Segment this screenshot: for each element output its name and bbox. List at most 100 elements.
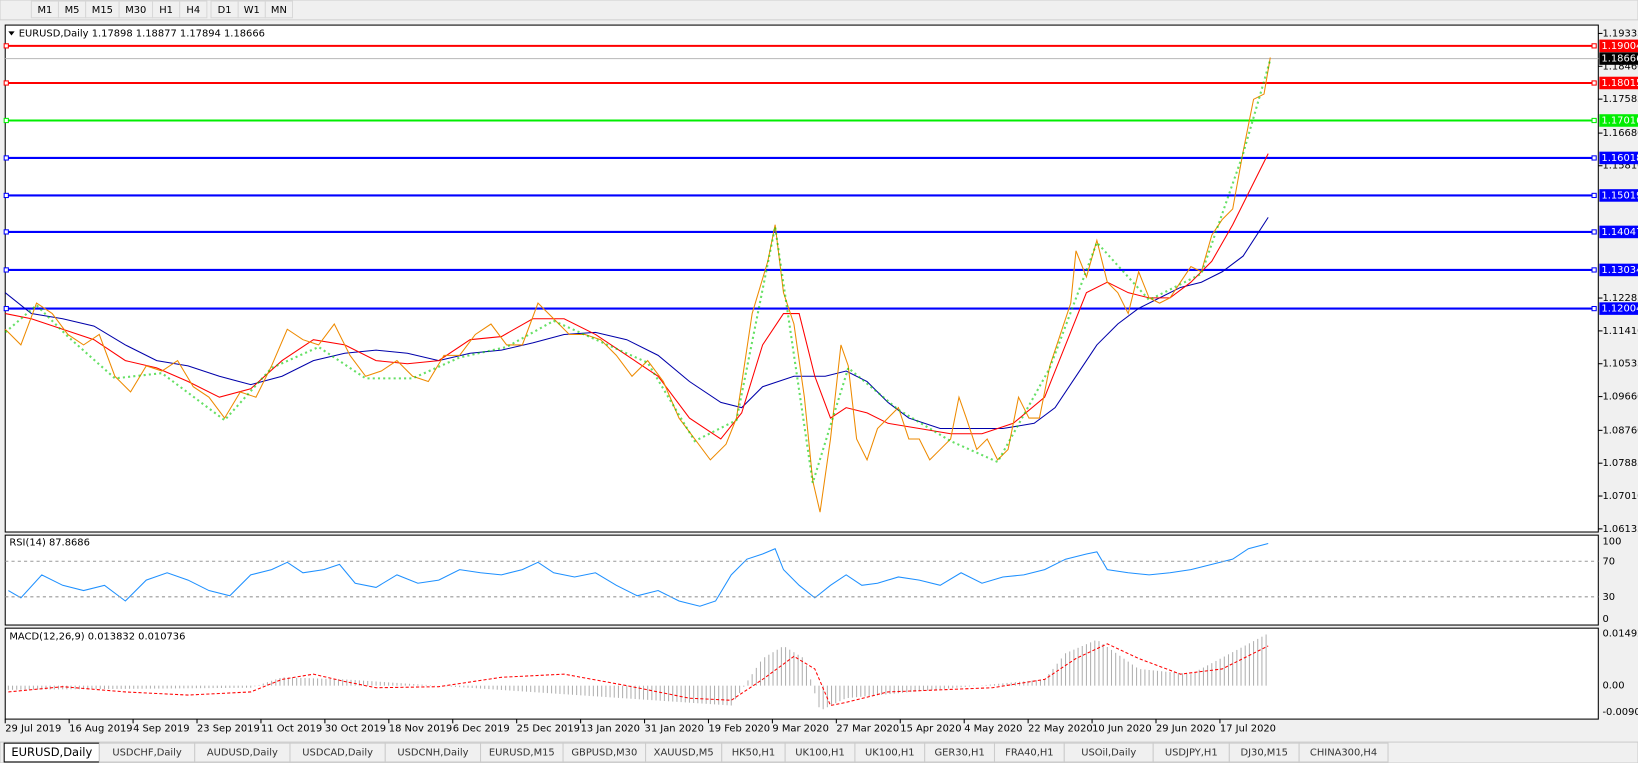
timeframe-label[interactable]: H4 [186, 5, 200, 16]
price-tick-label: 1.16680 [1602, 128, 1638, 139]
level-handle[interactable] [3, 305, 9, 312]
chart-tab-label[interactable]: FRA40,H1 [1005, 748, 1053, 759]
level-price-box [1599, 302, 1638, 315]
level-handle[interactable] [1591, 305, 1597, 312]
timeframe-button[interactable] [179, 0, 208, 19]
level-price-box [1599, 151, 1638, 165]
price-line [4, 57, 1271, 513]
date-label: 15 Apr 2020 [900, 724, 961, 735]
date-label: 17 Jul 2020 [1220, 724, 1276, 735]
chart-tab-label[interactable]: HK50,H1 [732, 748, 775, 759]
chart-tab-label[interactable]: EURUSD,M15 [489, 748, 555, 759]
timeframe-button[interactable] [264, 0, 294, 19]
date-label: 16 Aug 2019 [69, 724, 132, 735]
date-label: 29 Jun 2020 [1156, 724, 1216, 735]
date-label: 11 Oct 2019 [261, 724, 322, 735]
timeframe-label[interactable]: W1 [244, 5, 260, 16]
level-handle[interactable] [3, 229, 9, 235]
chart-tab-label[interactable]: UK100,H1 [795, 748, 845, 759]
timeframe-bar: M1 M5 M15 M30 H1 H4 D1 W1 MN [30, 0, 294, 19]
rsi-label: RSI(14) 87.8686 [9, 537, 90, 548]
timeframe-label[interactable]: M5 [65, 5, 80, 16]
current-price-box [1599, 52, 1638, 65]
chart-tab-label[interactable]: CHINA300,H4 [1310, 748, 1377, 759]
macd-label: MACD(12,26,9) 0.013832 0.010736 [9, 632, 185, 643]
level-price-box [1599, 263, 1638, 277]
macd-axis-label: 0.00 [1602, 681, 1624, 692]
macd-axis-label: -0.00901 [1602, 707, 1638, 718]
chart-tab-label[interactable]: DJ30,M15 [1240, 748, 1287, 759]
price-tick-label: 1.17585 [1602, 94, 1638, 105]
rsi-axis-label: 100 [1602, 536, 1621, 547]
timeframe-label[interactable]: M15 [92, 5, 113, 16]
date-label: 18 Nov 2019 [389, 724, 452, 735]
price-tick-label: 1.15810 [1602, 161, 1638, 172]
date-label: 6 Dec 2019 [453, 724, 510, 735]
price-tick-label: 1.11410 [1602, 326, 1638, 337]
level-handle[interactable] [3, 267, 9, 273]
date-label: 31 Jan 2020 [645, 724, 704, 735]
date-label: 19 Feb 2020 [708, 724, 770, 735]
price-pane [4, 24, 1599, 533]
timeframe-label[interactable]: H1 [159, 5, 173, 16]
chart-tab-label[interactable]: GER30,H1 [934, 748, 984, 759]
chart-tab-label[interactable]: UK100,H1 [865, 748, 915, 759]
price-tick-label: 1.19335 [1602, 28, 1638, 39]
date-label: 27 Mar 2020 [836, 724, 899, 735]
level-price-box [1599, 114, 1638, 127]
level-price-label: 1.14047 [1601, 227, 1638, 238]
level-handle[interactable] [3, 43, 9, 49]
date-label: 10 Jun 2020 [1092, 724, 1152, 735]
toolbar [0, 0, 1638, 21]
rsi-axis-label: 70 [1602, 556, 1615, 567]
timeframe-label[interactable]: D1 [218, 5, 232, 16]
date-label: 29 Jul 2019 [5, 724, 61, 735]
level-handle[interactable] [3, 117, 9, 124]
level-handle[interactable] [1591, 192, 1597, 199]
level-handle[interactable] [1591, 117, 1597, 124]
timeframe-label[interactable]: M30 [125, 5, 146, 16]
date-label: 4 May 2020 [964, 724, 1022, 735]
chart-tab-label[interactable]: USDCNH,Daily [397, 748, 468, 759]
date-axis: 29 Jul 2019 16 Aug 2019 4 Sep 2019 23 Sep 2… [4, 719, 1276, 735]
price-tick-label: 1.12285 [1602, 293, 1638, 304]
chart-tab-label[interactable]: USDCHF,Daily [112, 748, 182, 759]
chart-tab-label[interactable]: USOil,Daily [1081, 748, 1136, 759]
level-price-label: 1.13034 [1601, 265, 1638, 276]
level-handle[interactable] [1591, 155, 1597, 161]
price-tick-label: 1.18460 [1602, 61, 1638, 72]
chart-tab[interactable] [1298, 742, 1389, 763]
level-handle[interactable] [1591, 267, 1597, 273]
price-tick-label: 1.07010 [1602, 491, 1638, 502]
level-handle[interactable] [1591, 43, 1597, 49]
timeframe-label[interactable]: MN [271, 5, 287, 16]
date-label: 4 Sep 2019 [133, 724, 189, 735]
current-price-label: 1.18666 [1601, 54, 1638, 65]
chart-tab-label[interactable]: XAUUSD,M5 [654, 748, 714, 759]
chart-tab-label[interactable]: USDJPY,H1 [1165, 748, 1218, 759]
level-price-box [1599, 225, 1638, 239]
price-tick-label: 1.09660 [1602, 392, 1638, 403]
chart-tab-label[interactable]: GBPUSD,M30 [571, 748, 637, 759]
chart-tab-label[interactable]: USDCAD,Daily [302, 748, 373, 759]
macd-axis-label: 0.014921 [1602, 628, 1638, 639]
level-handle[interactable] [1591, 80, 1597, 86]
date-label: 25 Dec 2019 [517, 724, 580, 735]
level-price-label: 1.15019 [1601, 190, 1638, 201]
price-tick-label: 1.10535 [1602, 359, 1638, 370]
chart-tabs: EURUSD,Daily USDCHF,Daily AUDUSD,Daily USDC… [3, 742, 1389, 763]
rsi-line [8, 543, 1269, 607]
rsi-pane [4, 534, 1599, 626]
chart-tab-label[interactable]: AUDUSD,Daily [207, 748, 278, 759]
timeframe-label[interactable]: M1 [37, 5, 52, 16]
price-area: 1.19335 1.18460 1.17585 1.16680 1.15810 1.122… [3, 28, 1638, 535]
level-handle[interactable] [1591, 229, 1597, 235]
level-handle[interactable] [3, 155, 9, 161]
level-price-label: 1.19004 [1601, 41, 1638, 52]
level-handle[interactable] [3, 192, 9, 199]
chart-tab-label[interactable]: EURUSD,Daily [11, 745, 92, 759]
level-handle[interactable] [3, 80, 9, 86]
date-label: 30 Oct 2019 [325, 724, 386, 735]
collapse-icon[interactable] [8, 31, 15, 36]
